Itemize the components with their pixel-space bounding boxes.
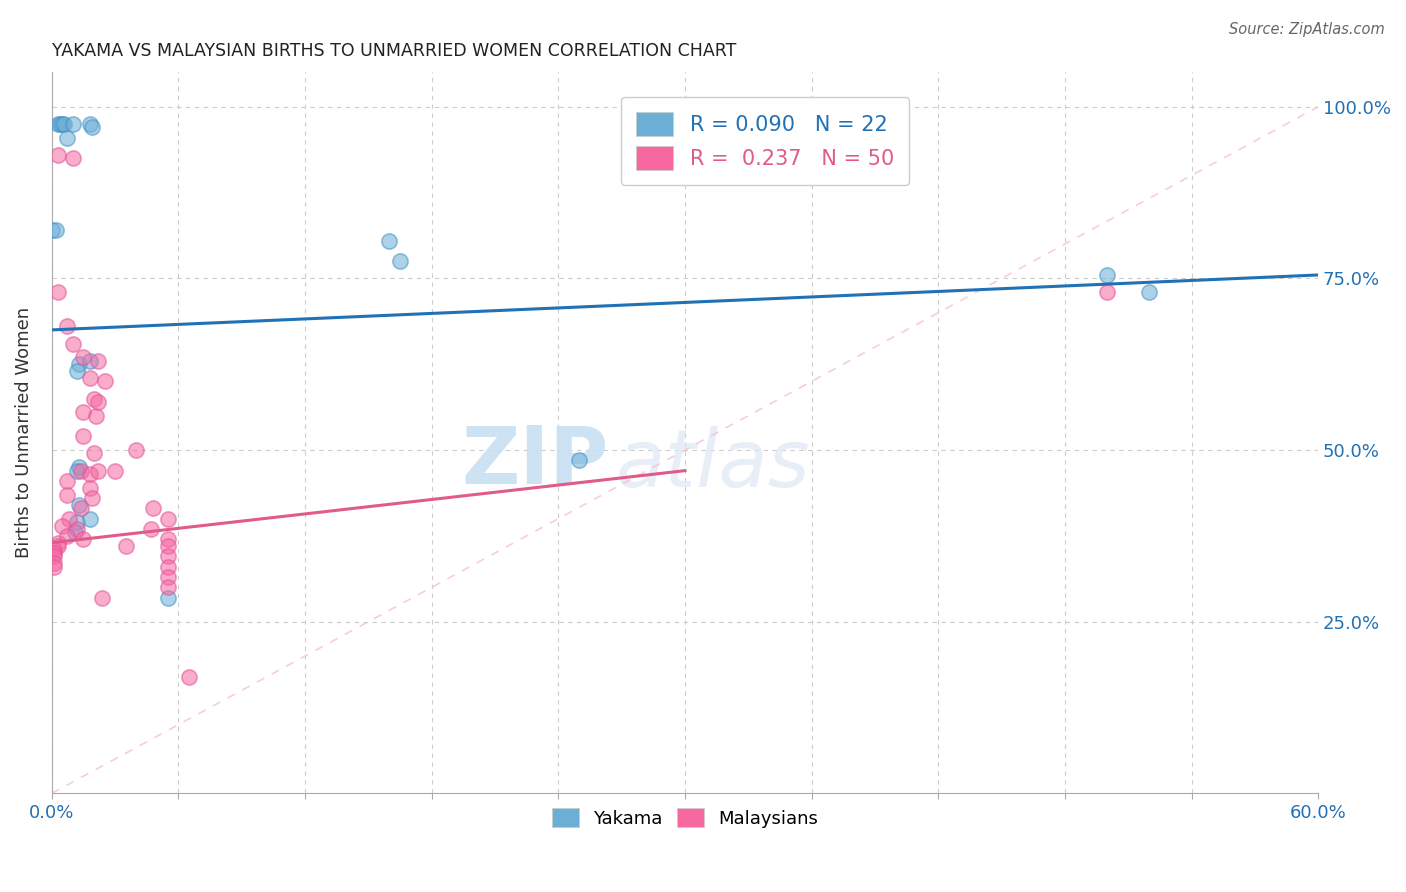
Point <box>66 515 89 529</box>
Point <box>45 223 67 237</box>
Point <box>80 491 103 505</box>
Point <box>46 535 69 549</box>
Point <box>125 443 148 458</box>
Point <box>70 501 93 516</box>
Point <box>72 429 94 443</box>
Point <box>55 488 77 502</box>
Point <box>388 254 411 268</box>
Point <box>46 117 69 131</box>
Point <box>156 533 179 547</box>
Point <box>53 117 76 131</box>
Legend: Yakama, Malaysians: Yakama, Malaysians <box>544 801 825 835</box>
Point <box>63 525 86 540</box>
Point <box>66 522 89 536</box>
Point <box>568 453 591 467</box>
Point <box>67 357 90 371</box>
Point <box>72 405 94 419</box>
Point <box>46 148 69 162</box>
Point <box>156 570 179 584</box>
Point <box>156 539 179 553</box>
Point <box>1095 268 1118 282</box>
Point <box>67 498 90 512</box>
Point <box>156 512 179 526</box>
Point <box>378 234 401 248</box>
Point <box>91 591 114 605</box>
Point <box>46 285 69 300</box>
Point <box>156 591 179 605</box>
Point <box>42 549 65 564</box>
Point <box>42 557 65 571</box>
Point <box>79 512 101 526</box>
Point <box>42 546 65 560</box>
Point <box>79 467 101 481</box>
Point <box>87 353 110 368</box>
Point <box>70 464 93 478</box>
Point <box>79 481 101 495</box>
Point <box>104 464 127 478</box>
Y-axis label: Births to Unmarried Women: Births to Unmarried Women <box>15 308 32 558</box>
Point <box>55 529 77 543</box>
Point <box>114 539 136 553</box>
Point <box>66 364 89 378</box>
Point <box>142 501 165 516</box>
Point <box>83 446 105 460</box>
Point <box>139 522 162 536</box>
Point <box>1137 285 1160 300</box>
Point <box>49 117 72 131</box>
Point <box>177 670 200 684</box>
Point <box>42 542 65 557</box>
Point <box>51 518 73 533</box>
Point <box>66 464 89 478</box>
Point <box>58 512 80 526</box>
Point <box>87 464 110 478</box>
Point <box>46 539 69 553</box>
Point <box>72 533 94 547</box>
Point <box>42 559 65 574</box>
Point <box>51 117 73 131</box>
Point <box>62 336 84 351</box>
Point <box>156 549 179 564</box>
Point <box>67 460 90 475</box>
Text: ZIP: ZIP <box>461 423 609 500</box>
Point <box>93 375 115 389</box>
Point <box>79 371 101 385</box>
Point <box>62 151 84 165</box>
Point <box>72 351 94 365</box>
Point <box>156 580 179 594</box>
Point <box>55 130 77 145</box>
Point <box>83 392 105 406</box>
Text: atlas: atlas <box>616 426 810 504</box>
Point <box>84 409 107 423</box>
Point <box>156 559 179 574</box>
Point <box>55 319 77 334</box>
Point <box>62 117 84 131</box>
Point <box>41 223 63 237</box>
Point <box>79 353 101 368</box>
Text: YAKAMA VS MALAYSIAN BIRTHS TO UNMARRIED WOMEN CORRELATION CHART: YAKAMA VS MALAYSIAN BIRTHS TO UNMARRIED … <box>52 42 737 60</box>
Point <box>79 117 101 131</box>
Point <box>87 395 110 409</box>
Point <box>55 474 77 488</box>
Point <box>1095 285 1118 300</box>
Text: Source: ZipAtlas.com: Source: ZipAtlas.com <box>1229 22 1385 37</box>
Point <box>80 120 103 135</box>
